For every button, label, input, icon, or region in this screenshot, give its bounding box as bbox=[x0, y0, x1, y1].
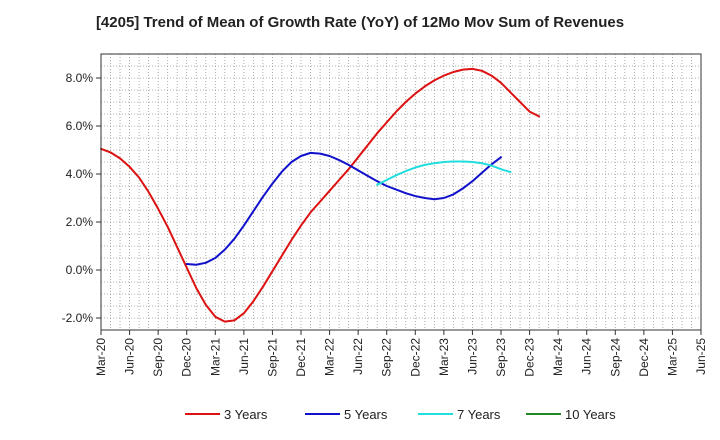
series-line-7-years bbox=[376, 160, 512, 186]
plot-frame bbox=[100, 53, 702, 331]
x-tick-label: Sep-20 bbox=[151, 338, 165, 377]
y-tick-label: 0.0% bbox=[66, 263, 94, 277]
x-tick-label: Dec-20 bbox=[180, 338, 194, 377]
legend: 3 Years 5 Years 7 Years 10 Years bbox=[185, 407, 616, 422]
x-tick-label: Dec-21 bbox=[294, 338, 308, 377]
x-tick-label: Sep-21 bbox=[265, 338, 279, 377]
x-tick-label: Mar-24 bbox=[551, 338, 565, 376]
x-tick-label: Mar-22 bbox=[323, 338, 337, 376]
legend-label: 3 Years bbox=[224, 407, 268, 422]
x-tick-label: Jun-20 bbox=[123, 338, 137, 375]
grid-layer bbox=[101, 53, 701, 331]
x-tick-label: Dec-24 bbox=[637, 338, 651, 377]
legend-label: 5 Years bbox=[344, 407, 388, 422]
x-tick-label: Jun-22 bbox=[351, 338, 365, 375]
y-tick-label: 2.0% bbox=[66, 215, 94, 229]
x-tick-label: Jun-24 bbox=[580, 338, 594, 375]
x-tick-label: Jun-21 bbox=[237, 338, 251, 375]
x-tick-label: Sep-23 bbox=[494, 338, 508, 377]
x-tick-label: Mar-23 bbox=[437, 338, 451, 376]
y-tick-label: 4.0% bbox=[66, 167, 94, 181]
x-tick-label: Mar-25 bbox=[665, 338, 679, 376]
x-tick-label: Mar-20 bbox=[94, 338, 108, 376]
series-layer bbox=[100, 67, 541, 323]
x-tick-label: Sep-24 bbox=[608, 338, 622, 377]
y-axis-ticks: -2.0% 0.0% 2.0% 4.0% 6.0% 8.0% bbox=[62, 71, 101, 325]
series-line-3-years bbox=[100, 67, 541, 323]
x-tick-label: Dec-22 bbox=[408, 338, 422, 377]
y-tick-label: 6.0% bbox=[66, 119, 94, 133]
x-tick-label: Sep-22 bbox=[380, 338, 394, 377]
x-axis-ticks: Mar-20 Jun-20 Sep-20 Dec-20 Mar-21 Jun-21 Sep-… bbox=[94, 330, 708, 377]
chart-title: [4205] Trend of Mean of Growth Rate (YoY… bbox=[95, 14, 625, 31]
x-tick-label: Jun-23 bbox=[465, 338, 479, 375]
x-tick-label: Jun-25 bbox=[694, 338, 708, 375]
y-tick-label: -2.0% bbox=[62, 311, 94, 325]
x-tick-label: Dec-23 bbox=[523, 338, 537, 377]
x-tick-label: Mar-21 bbox=[208, 338, 222, 376]
legend-label: 10 Years bbox=[565, 407, 616, 422]
series-line-5-years bbox=[185, 151, 502, 266]
legend-label: 7 Years bbox=[457, 407, 501, 422]
y-tick-label: 8.0% bbox=[66, 71, 94, 85]
